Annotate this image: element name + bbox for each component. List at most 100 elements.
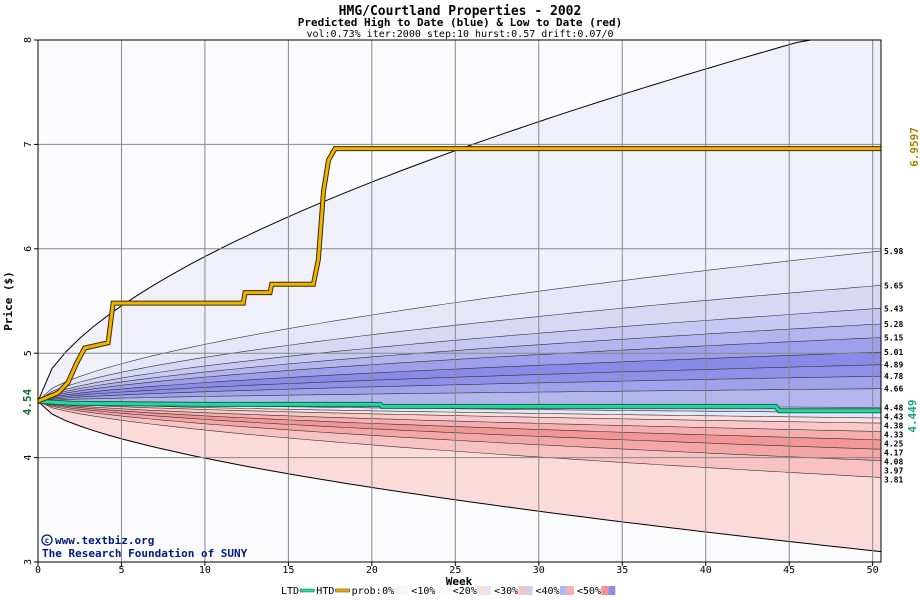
band-boundary-line [37, 400, 882, 424]
legend-prob-swatch-high [566, 586, 574, 595]
legend-prob-entry: 0% [382, 586, 394, 597]
y-tick-label: 3 [23, 559, 34, 565]
plot-frame [37, 39, 882, 563]
legend-prob-swatch-high [525, 586, 533, 595]
band-boundary-line [37, 285, 882, 402]
band-boundary-line [37, 375, 882, 402]
x-tick-label: 30 [533, 565, 545, 576]
legend-prob-entry: <30% [494, 586, 518, 597]
legend-prob-entry: <50% [577, 586, 601, 597]
chart-title: HMG/Courtland Properties - 2002 [339, 4, 582, 19]
band-end-label: 5.98 [884, 247, 903, 256]
legend-prob-entry: <10% [411, 586, 435, 597]
to-date-paths [37, 146, 881, 414]
band-end-label: 4.66 [884, 385, 903, 394]
probability-band [38, 364, 881, 402]
y-tick-label: 6 [23, 246, 34, 252]
band-boundary-line [37, 400, 882, 461]
legend-prob-swatch-low [394, 586, 402, 595]
band-boundary-line [37, 364, 882, 402]
x-tick-label: 10 [199, 565, 211, 576]
band-boundary-line [37, 308, 882, 402]
legend: LTD HTD prob: 0% <10% <20% <30% <40% <50% [281, 586, 616, 597]
band-boundary-line [37, 400, 882, 450]
band-end-label: 4.78 [884, 372, 903, 381]
y-tick-label: 4 [23, 455, 34, 461]
legend-prob-swatch-high [442, 586, 450, 595]
legend-prob-swatch-low [601, 586, 609, 595]
legend-prob-swatch-high [401, 586, 409, 595]
x-tick-label: 40 [700, 565, 712, 576]
top-mask [0, 0, 920, 40]
x-tick-label: 5 [118, 565, 124, 576]
band-end-label: 5.01 [884, 348, 903, 357]
x-tick-label: 0 [35, 565, 41, 576]
band-end-label: 4.25 [884, 439, 903, 448]
watermark: c www.textbiz.org The Research Foundatio… [41, 534, 248, 560]
band-end-label: 5.15 [884, 334, 903, 343]
outer-boundary-line [37, 400, 882, 553]
band-end-label: 5.43 [884, 304, 903, 313]
probability-band [38, 401, 881, 418]
band-end-label: 4.48 [884, 403, 903, 412]
band-boundary-line [37, 323, 882, 402]
legend-prob-label: prob: [352, 586, 382, 597]
band-end-label: 3.81 [884, 475, 903, 484]
probability-band [38, 401, 881, 450]
probability-band [38, 324, 881, 402]
band-boundary-line [37, 400, 882, 419]
y-axis-label: Price ($) [2, 271, 15, 331]
band-boundary-line [37, 400, 882, 432]
watermark-url: www.textbiz.org [55, 534, 154, 547]
legend-prob-swatch-low [477, 586, 485, 595]
legend-htd-swatch [335, 588, 350, 593]
chart-params: vol:0.73% iter:2000 step:10 hurst:0.57 d… [306, 29, 613, 40]
probability-band [38, 250, 881, 402]
probability-band [38, 352, 881, 402]
probability-band [38, 376, 881, 402]
legend-prob-swatch-low [435, 586, 443, 595]
x-tick-label: 20 [366, 565, 378, 576]
probability-band [38, 401, 881, 440]
copyright-glyph: c [45, 536, 50, 545]
band-end-label: 4.33 [884, 430, 903, 439]
legend-ltd-label: LTD [281, 586, 299, 597]
probability-band [38, 401, 881, 461]
probability-band [38, 401, 881, 432]
band-end-label: 5.28 [884, 320, 903, 329]
y-tick-label: 5 [23, 350, 34, 356]
band-boundary-line [37, 250, 882, 402]
legend-prob-swatch-high [608, 586, 616, 595]
band-boundary-line [37, 400, 882, 441]
x-tick-label: 45 [783, 565, 795, 576]
probability-band [38, 401, 881, 552]
legend-prob-swatch-low [518, 586, 526, 595]
band-end-label: 4.38 [884, 421, 903, 430]
band-end-label: 4.08 [884, 457, 903, 466]
legend-ltd-swatch [300, 588, 315, 593]
x-tick-label: 15 [282, 565, 294, 576]
start-price-label: 4.54 [21, 388, 34, 415]
probability-band [38, 308, 881, 402]
band-boundary-line [37, 351, 882, 402]
x-tick-label: 50 [867, 565, 879, 576]
band-boundary-line [37, 388, 882, 402]
probability-band [38, 285, 881, 402]
band-boundary-line [37, 337, 882, 402]
htd-final-label: 6.9597 [908, 127, 920, 167]
htd-path [37, 147, 881, 403]
probability-band [38, 401, 881, 424]
band-end-label: 3.97 [884, 466, 903, 475]
band-boundary-line [37, 400, 882, 478]
y-tick-label: 7 [23, 141, 34, 147]
band-end-labels: 5.98 5.65 5.43 5.28 5.15 5.01 4.89 4.78 4.66 4.48… [884, 247, 903, 485]
legend-prob-swatch-high [484, 586, 492, 595]
x-tick-label: 35 [616, 565, 628, 576]
legend-prob-entry: <40% [536, 586, 560, 597]
legend-prob-entry: <20% [453, 586, 477, 597]
legend-htd-label: HTD [316, 586, 334, 597]
probability-bands [0, 0, 920, 553]
legend-prob-swatch-low [559, 586, 567, 595]
